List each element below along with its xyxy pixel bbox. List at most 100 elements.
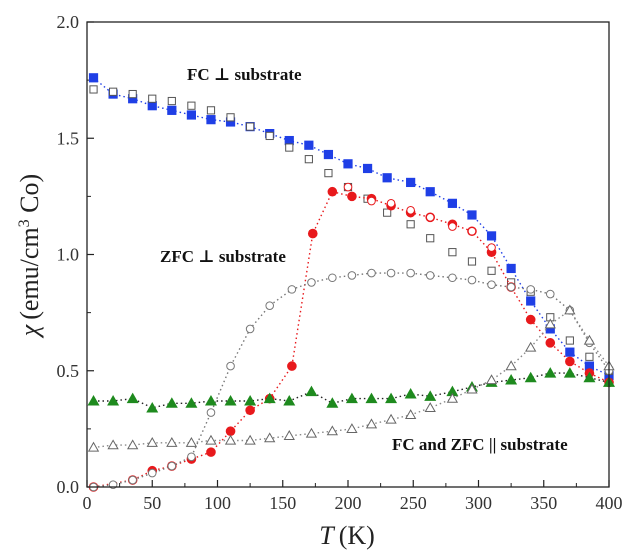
y-axis-var: χ (15, 324, 44, 339)
data-point (89, 85, 98, 94)
series-6 (87, 304, 615, 452)
data-point (245, 405, 255, 416)
data-point (326, 425, 339, 436)
data-point (545, 289, 555, 299)
data-point (305, 427, 318, 438)
data-point (383, 208, 392, 217)
data-point (307, 228, 318, 239)
data-point (328, 273, 337, 283)
data-point (187, 101, 196, 110)
data-point (386, 268, 396, 278)
data-point (506, 282, 516, 292)
plot-frame (86, 21, 610, 488)
x-axis-unit: (K) (339, 521, 375, 550)
data-point (283, 394, 296, 406)
data-point (287, 285, 297, 294)
data-point (565, 356, 575, 367)
data-point (166, 437, 178, 447)
data-point (486, 231, 497, 241)
data-point (327, 186, 338, 197)
data-point (323, 149, 334, 160)
data-point (109, 87, 118, 96)
data-point (263, 392, 276, 404)
x-tick-label: 300 (465, 493, 492, 513)
annotation-parallel: FC and ZFC || substrate (392, 435, 568, 454)
data-point (424, 390, 437, 401)
data-point (265, 131, 274, 141)
y-tick-label: 1.0 (57, 245, 80, 265)
data-point (583, 371, 596, 383)
data-point (525, 341, 537, 352)
data-point (406, 220, 415, 229)
data-point (304, 140, 314, 150)
y-tick-label: 0.5 (57, 361, 80, 381)
data-point (426, 234, 435, 243)
y-axis-unit-pre: (emu/cm (15, 227, 44, 319)
data-point (264, 432, 276, 443)
data-point (584, 361, 595, 371)
data-point (147, 468, 157, 478)
data-point (87, 394, 100, 406)
x-tick-label: 150 (269, 493, 296, 513)
data-point (87, 441, 100, 452)
data-point (467, 257, 477, 266)
data-point (565, 347, 575, 357)
data-point (244, 434, 256, 445)
series-line (93, 309, 610, 449)
y-axis-title-group: χ (emu/cm3 Co) (15, 174, 44, 339)
data-point (88, 73, 99, 83)
data-point (186, 110, 196, 120)
y-axis-unit-sup: 3 (16, 219, 33, 227)
data-point (506, 263, 516, 274)
data-point (425, 271, 435, 280)
data-point (107, 394, 120, 406)
data-point (385, 392, 398, 404)
data-point (167, 105, 177, 115)
data-point (287, 361, 297, 371)
data-point (147, 101, 157, 111)
x-tick-label: 350 (530, 493, 557, 513)
x-axis-var: T (319, 521, 335, 550)
series-line (93, 77, 610, 377)
data-point (583, 334, 596, 345)
data-point (205, 434, 217, 445)
data-point (505, 360, 517, 371)
series-4 (89, 268, 614, 492)
x-tick-label: 0 (83, 493, 92, 513)
data-point (467, 210, 477, 220)
data-point (447, 198, 457, 208)
series-3 (343, 182, 496, 252)
data-point (487, 243, 496, 252)
data-point (185, 397, 198, 408)
data-point (424, 402, 436, 413)
data-point (545, 324, 555, 334)
data-point (382, 173, 392, 183)
data-point (265, 301, 275, 310)
data-point (467, 226, 477, 236)
data-point (564, 304, 576, 315)
x-tick-label: 250 (400, 493, 427, 513)
y-tick-label: 1.5 (57, 128, 80, 148)
annotation-fc-perp: FC ⊥ substrate (187, 65, 302, 84)
data-point (146, 401, 159, 413)
data-point (347, 191, 357, 202)
data-point (406, 206, 415, 215)
data-point (307, 278, 316, 287)
data-point (206, 106, 216, 115)
data-point (526, 285, 536, 294)
y-axis-title: χ (emu/cm3 Co) (15, 174, 44, 339)
data-point (446, 392, 459, 403)
data-point (525, 314, 536, 325)
data-point (565, 336, 574, 345)
y-tick-label: 2.0 (57, 12, 80, 32)
series-layer (87, 73, 615, 492)
data-point (244, 394, 257, 406)
data-point (167, 461, 177, 471)
data-point (425, 213, 435, 222)
data-point (446, 385, 459, 397)
data-point (146, 437, 158, 447)
x-axis-title: T (K) (319, 521, 375, 550)
data-point (204, 394, 217, 406)
data-point (128, 89, 137, 99)
